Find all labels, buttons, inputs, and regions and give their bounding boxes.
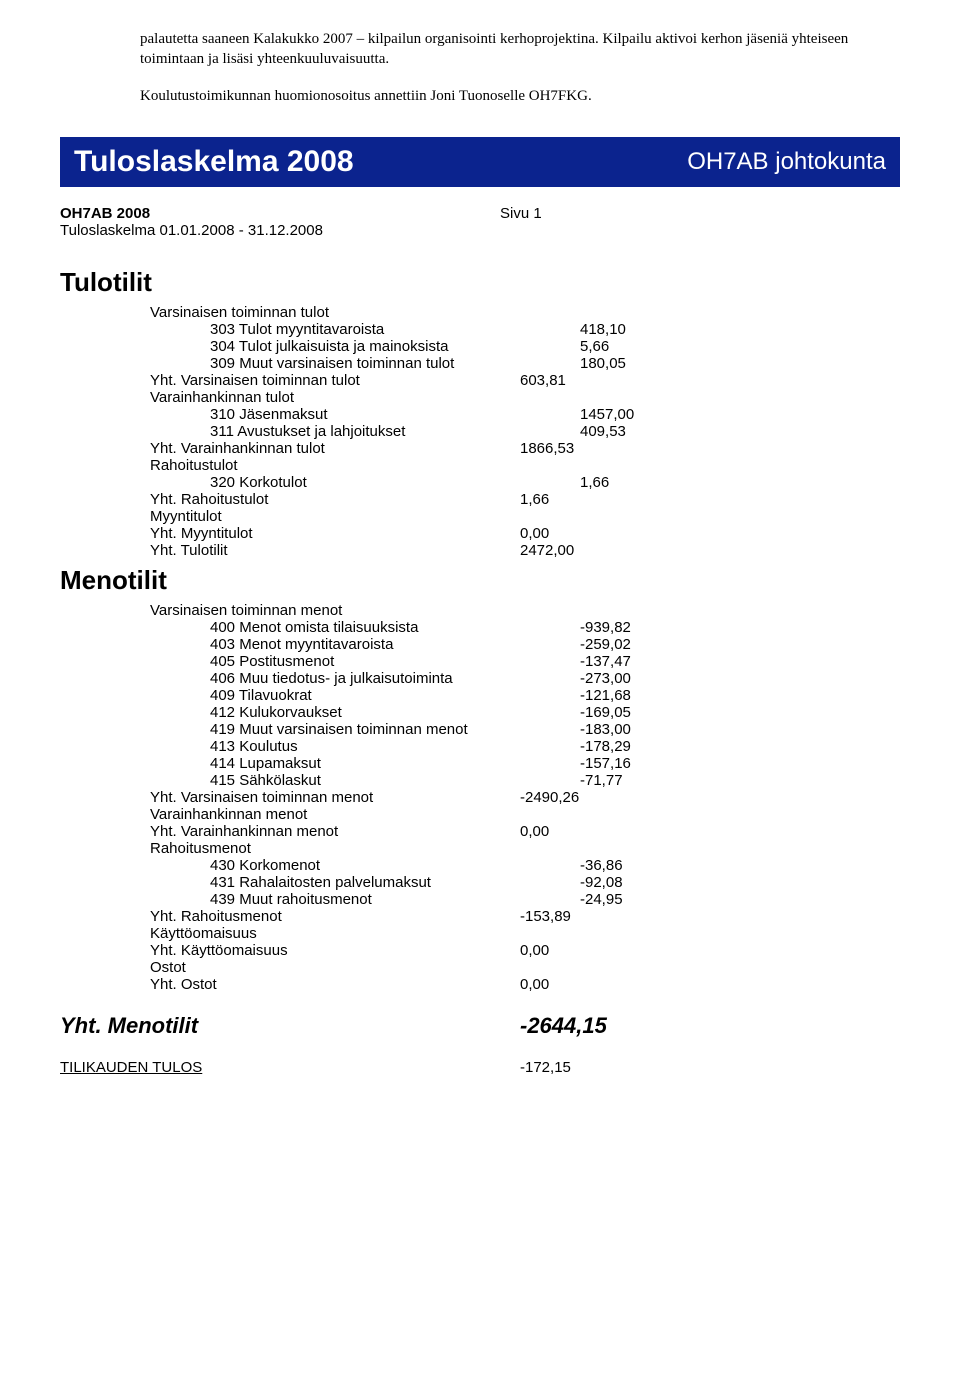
line-item-label: 310 Jäsenmaksut [210, 406, 580, 423]
menotilit-heading: Menotilit [60, 565, 900, 596]
line-item-amount: -157,16 [580, 755, 700, 772]
group-sum-label: Yht. Myyntitulot [150, 525, 520, 542]
group-sum-amount: 0,00 [520, 976, 640, 993]
grand-total-label: Yht. Menotilit [60, 1013, 520, 1039]
group-sum-amount: 1,66 [520, 491, 640, 508]
group-label: Varsinaisen toiminnan tulot [150, 304, 520, 321]
tulotilit-heading: Tulotilit [60, 267, 900, 298]
line-item-amount: -169,05 [580, 704, 700, 721]
group-label: Ostot [150, 959, 520, 976]
line-item-label: 431 Rahalaitosten palvelumaksut [210, 874, 580, 891]
result-label: TILIKAUDEN TULOS [60, 1059, 520, 1076]
group-label: Rahoitusmenot [150, 840, 520, 857]
line-item-label: 406 Muu tiedotus- ja julkaisutoiminta [210, 670, 580, 687]
group-label: Varainhankinnan menot [150, 806, 520, 823]
line-item-amount: -71,77 [580, 772, 700, 789]
line-item-amount: -24,95 [580, 891, 700, 908]
section-total-amount: 2472,00 [520, 542, 640, 559]
menotilit-table: Varsinaisen toiminnan menot400 Menot omi… [150, 602, 900, 993]
group-sum-label: Yht. Rahoitusmenot [150, 908, 520, 925]
group-sum-amount: 0,00 [520, 525, 640, 542]
line-item-label: 311 Avustukset ja lahjoitukset [210, 423, 580, 440]
line-item-label: 403 Menot myyntitavaroista [210, 636, 580, 653]
intro-paragraph-2: Koulutustoimikunnan huomionosoitus annet… [140, 87, 860, 107]
group-label: Käyttöomaisuus [150, 925, 520, 942]
group-sum-amount: -2490,26 [520, 789, 640, 806]
group-sum-label: Yht. Käyttöomaisuus [150, 942, 520, 959]
line-item-amount: 418,10 [580, 321, 700, 338]
meta-page: Sivu 1 [500, 205, 542, 222]
line-item-amount: 180,05 [580, 355, 700, 372]
grand-total-amount: -2644,15 [520, 1013, 607, 1039]
group-label: Myyntitulot [150, 508, 520, 525]
group-sum-label: Yht. Varainhankinnan tulot [150, 440, 520, 457]
line-item-amount: -273,00 [580, 670, 700, 687]
line-item-amount: -92,08 [580, 874, 700, 891]
result-amount: -172,15 [520, 1059, 571, 1076]
meta-subline: Tuloslaskelma 01.01.2008 - 31.12.2008 [60, 222, 900, 239]
line-item-label: 419 Muut varsinaisen toiminnan menot [210, 721, 580, 738]
line-item-amount: -939,82 [580, 619, 700, 636]
section-total-label: Yht. Tulotilit [150, 542, 520, 559]
group-sum-amount: 1866,53 [520, 440, 640, 457]
grand-total-row: Yht. Menotilit -2644,15 [60, 1013, 900, 1039]
line-item-amount: 1,66 [580, 474, 700, 491]
meta-block: OH7AB 2008 Sivu 1 Tuloslaskelma 01.01.20… [60, 205, 900, 239]
line-item-label: 400 Menot omista tilaisuuksista [210, 619, 580, 636]
result-row: TILIKAUDEN TULOS -172,15 [60, 1059, 900, 1076]
line-item-amount: -121,68 [580, 687, 700, 704]
group-label: Varainhankinnan tulot [150, 389, 520, 406]
group-sum-amount: 0,00 [520, 942, 640, 959]
group-sum-label: Yht. Rahoitustulot [150, 491, 520, 508]
line-item-label: 309 Muut varsinaisen toiminnan tulot [210, 355, 580, 372]
line-item-label: 304 Tulot julkaisuista ja mainoksista [210, 338, 580, 355]
line-item-label: 415 Sähkölaskut [210, 772, 580, 789]
line-item-amount: -137,47 [580, 653, 700, 670]
line-item-amount: 5,66 [580, 338, 700, 355]
line-item-amount: -259,02 [580, 636, 700, 653]
line-item-amount: -178,29 [580, 738, 700, 755]
group-sum-label: Yht. Varsinaisen toiminnan tulot [150, 372, 520, 389]
group-sum-label: Yht. Ostot [150, 976, 520, 993]
group-sum-amount: 603,81 [520, 372, 640, 389]
group-label: Varsinaisen toiminnan menot [150, 602, 520, 619]
group-sum-label: Yht. Varsinaisen toiminnan menot [150, 789, 520, 806]
line-item-label: 409 Tilavuokrat [210, 687, 580, 704]
group-sum-amount: 0,00 [520, 823, 640, 840]
title-banner: Tuloslaskelma 2008 OH7AB johtokunta [60, 137, 900, 187]
tulotilit-table: Varsinaisen toiminnan tulot303 Tulot myy… [150, 304, 900, 559]
line-item-label: 439 Muut rahoitusmenot [210, 891, 580, 908]
line-item-label: 430 Korkomenot [210, 857, 580, 874]
line-item-label: 303 Tulot myyntitavaroista [210, 321, 580, 338]
line-item-label: 405 Postitusmenot [210, 653, 580, 670]
group-label: Rahoitustulot [150, 457, 520, 474]
line-item-label: 414 Lupamaksut [210, 755, 580, 772]
line-item-label: 413 Koulutus [210, 738, 580, 755]
line-item-amount: 1457,00 [580, 406, 700, 423]
group-sum-amount: -153,89 [520, 908, 640, 925]
banner-title: Tuloslaskelma 2008 [74, 145, 354, 179]
line-item-amount: -183,00 [580, 721, 700, 738]
meta-heading: OH7AB 2008 [60, 205, 500, 222]
line-item-label: 412 Kulukorvaukset [210, 704, 580, 721]
group-sum-label: Yht. Varainhankinnan menot [150, 823, 520, 840]
line-item-amount: -36,86 [580, 857, 700, 874]
line-item-amount: 409,53 [580, 423, 700, 440]
banner-subtitle: OH7AB johtokunta [687, 148, 886, 176]
line-item-label: 320 Korkotulot [210, 474, 580, 491]
document-page: palautetta saaneen Kalakukko 2007 – kilp… [0, 0, 960, 1388]
intro-paragraph-1: palautetta saaneen Kalakukko 2007 – kilp… [140, 30, 860, 69]
